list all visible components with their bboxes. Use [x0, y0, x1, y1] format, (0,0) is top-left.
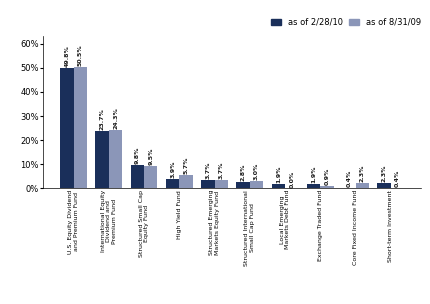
Text: 24.3%: 24.3% — [113, 107, 118, 129]
Text: 9.5%: 9.5% — [148, 147, 153, 164]
Text: 50.5%: 50.5% — [78, 44, 83, 66]
Text: 3.9%: 3.9% — [170, 161, 175, 178]
Text: 5.7%: 5.7% — [184, 156, 188, 174]
Text: 2.3%: 2.3% — [360, 164, 365, 182]
Text: 2.3%: 2.3% — [381, 164, 387, 182]
Text: 49.8%: 49.8% — [64, 46, 69, 67]
Bar — [320, 186, 334, 188]
Bar — [237, 182, 250, 188]
Bar — [378, 183, 391, 188]
Bar — [272, 184, 285, 188]
Text: 9.8%: 9.8% — [135, 146, 140, 164]
Bar — [95, 131, 109, 188]
Bar — [74, 67, 87, 188]
Text: 23.7%: 23.7% — [100, 109, 104, 130]
Text: 3.7%: 3.7% — [206, 161, 210, 178]
Bar — [356, 183, 369, 188]
Text: 1.9%: 1.9% — [276, 165, 281, 183]
Text: 2.8%: 2.8% — [241, 163, 246, 181]
Bar — [250, 181, 263, 188]
Bar — [60, 68, 74, 188]
Text: 0.9%: 0.9% — [325, 168, 329, 185]
Text: 3.0%: 3.0% — [254, 163, 259, 180]
Bar — [307, 184, 320, 188]
Bar — [144, 166, 157, 188]
Bar — [201, 180, 215, 188]
Bar — [166, 179, 179, 188]
Bar — [131, 165, 144, 188]
Text: 0.4%: 0.4% — [395, 169, 400, 187]
Text: 0.0%: 0.0% — [289, 170, 294, 188]
Bar — [179, 175, 193, 188]
Text: 1.9%: 1.9% — [311, 165, 316, 183]
Text: 3.7%: 3.7% — [219, 161, 224, 178]
Text: 0.4%: 0.4% — [346, 169, 351, 187]
Bar — [215, 180, 228, 188]
Legend: as of 2/28/10, as of 8/31/09: as of 2/28/10, as of 8/31/09 — [271, 18, 421, 27]
Bar — [109, 130, 122, 188]
